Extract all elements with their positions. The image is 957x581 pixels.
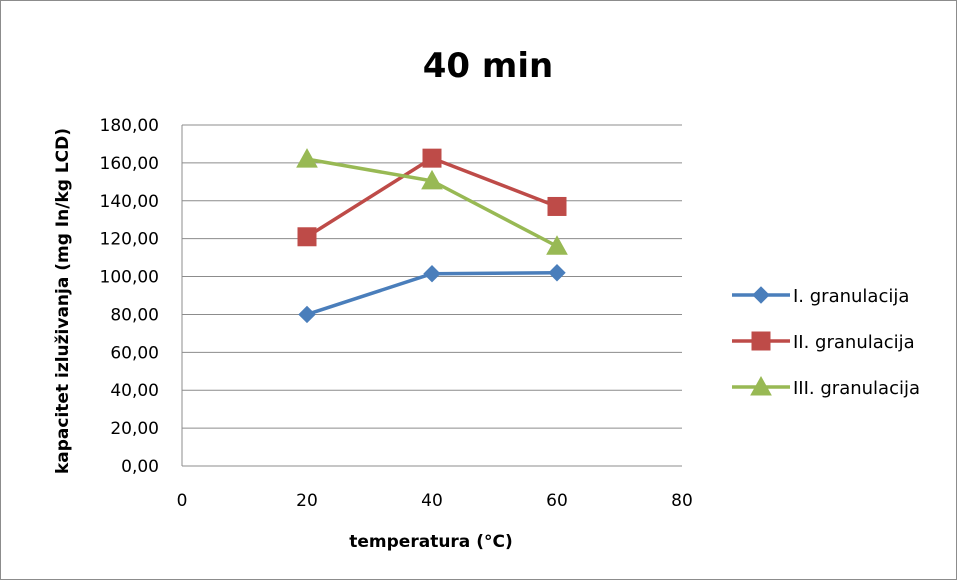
x-tick-label: 0: [177, 491, 188, 511]
legend-item: I. granulacija: [732, 286, 909, 307]
data-point: [750, 375, 772, 396]
y-tick-label: 180,00: [100, 116, 159, 136]
x-tick-label: 80: [671, 491, 693, 511]
y-tick-label: 160,00: [100, 154, 159, 174]
legend-label: II. granulacija: [793, 332, 915, 353]
series-group: [296, 148, 568, 255]
x-tick-label: 60: [546, 491, 568, 511]
y-tick-label: 100,00: [100, 268, 159, 288]
data-point: [296, 148, 318, 168]
x-axis-title: temperatura (°C): [349, 532, 512, 552]
y-tick-label: 140,00: [100, 192, 159, 212]
data-point: [546, 235, 568, 255]
x-tick-label: 40: [421, 491, 443, 511]
data-point: [422, 148, 442, 168]
series-layer: [296, 148, 568, 324]
data-point: [297, 227, 317, 247]
legend-item: III. granulacija: [732, 375, 920, 399]
tick-labels: 0,00 20,00 40,00 60,00 80,00 100,00 120,00 140,…: [100, 116, 693, 511]
y-tick-label: 60,00: [110, 343, 159, 363]
y-tick-label: 20,00: [110, 419, 159, 439]
data-point: [752, 286, 770, 304]
series-group: [298, 264, 566, 324]
data-point: [423, 265, 441, 283]
y-tick-label: 0,00: [121, 457, 159, 477]
data-point: [547, 196, 567, 216]
y-tick-label: 120,00: [100, 230, 159, 250]
series-group: [297, 148, 567, 247]
data-point: [421, 169, 443, 190]
x-tick-label: 20: [296, 491, 318, 511]
legend-label: I. granulacija: [793, 286, 909, 307]
axes: [181, 125, 682, 467]
legend-item: II. granulacija: [732, 331, 915, 353]
y-tick-label: 40,00: [110, 381, 159, 401]
chart-title: 40 min: [423, 46, 553, 86]
data-point: [751, 331, 771, 351]
legend-label: III. granulacija: [793, 378, 920, 399]
legend: I. granulacija II. granulacija III. granul…: [732, 286, 920, 399]
y-tick-label: 80,00: [110, 305, 159, 325]
y-axis-title: kapacitet izluživanja (mg In/kg LCD): [53, 128, 73, 474]
data-point: [298, 305, 316, 324]
data-point: [548, 264, 566, 282]
